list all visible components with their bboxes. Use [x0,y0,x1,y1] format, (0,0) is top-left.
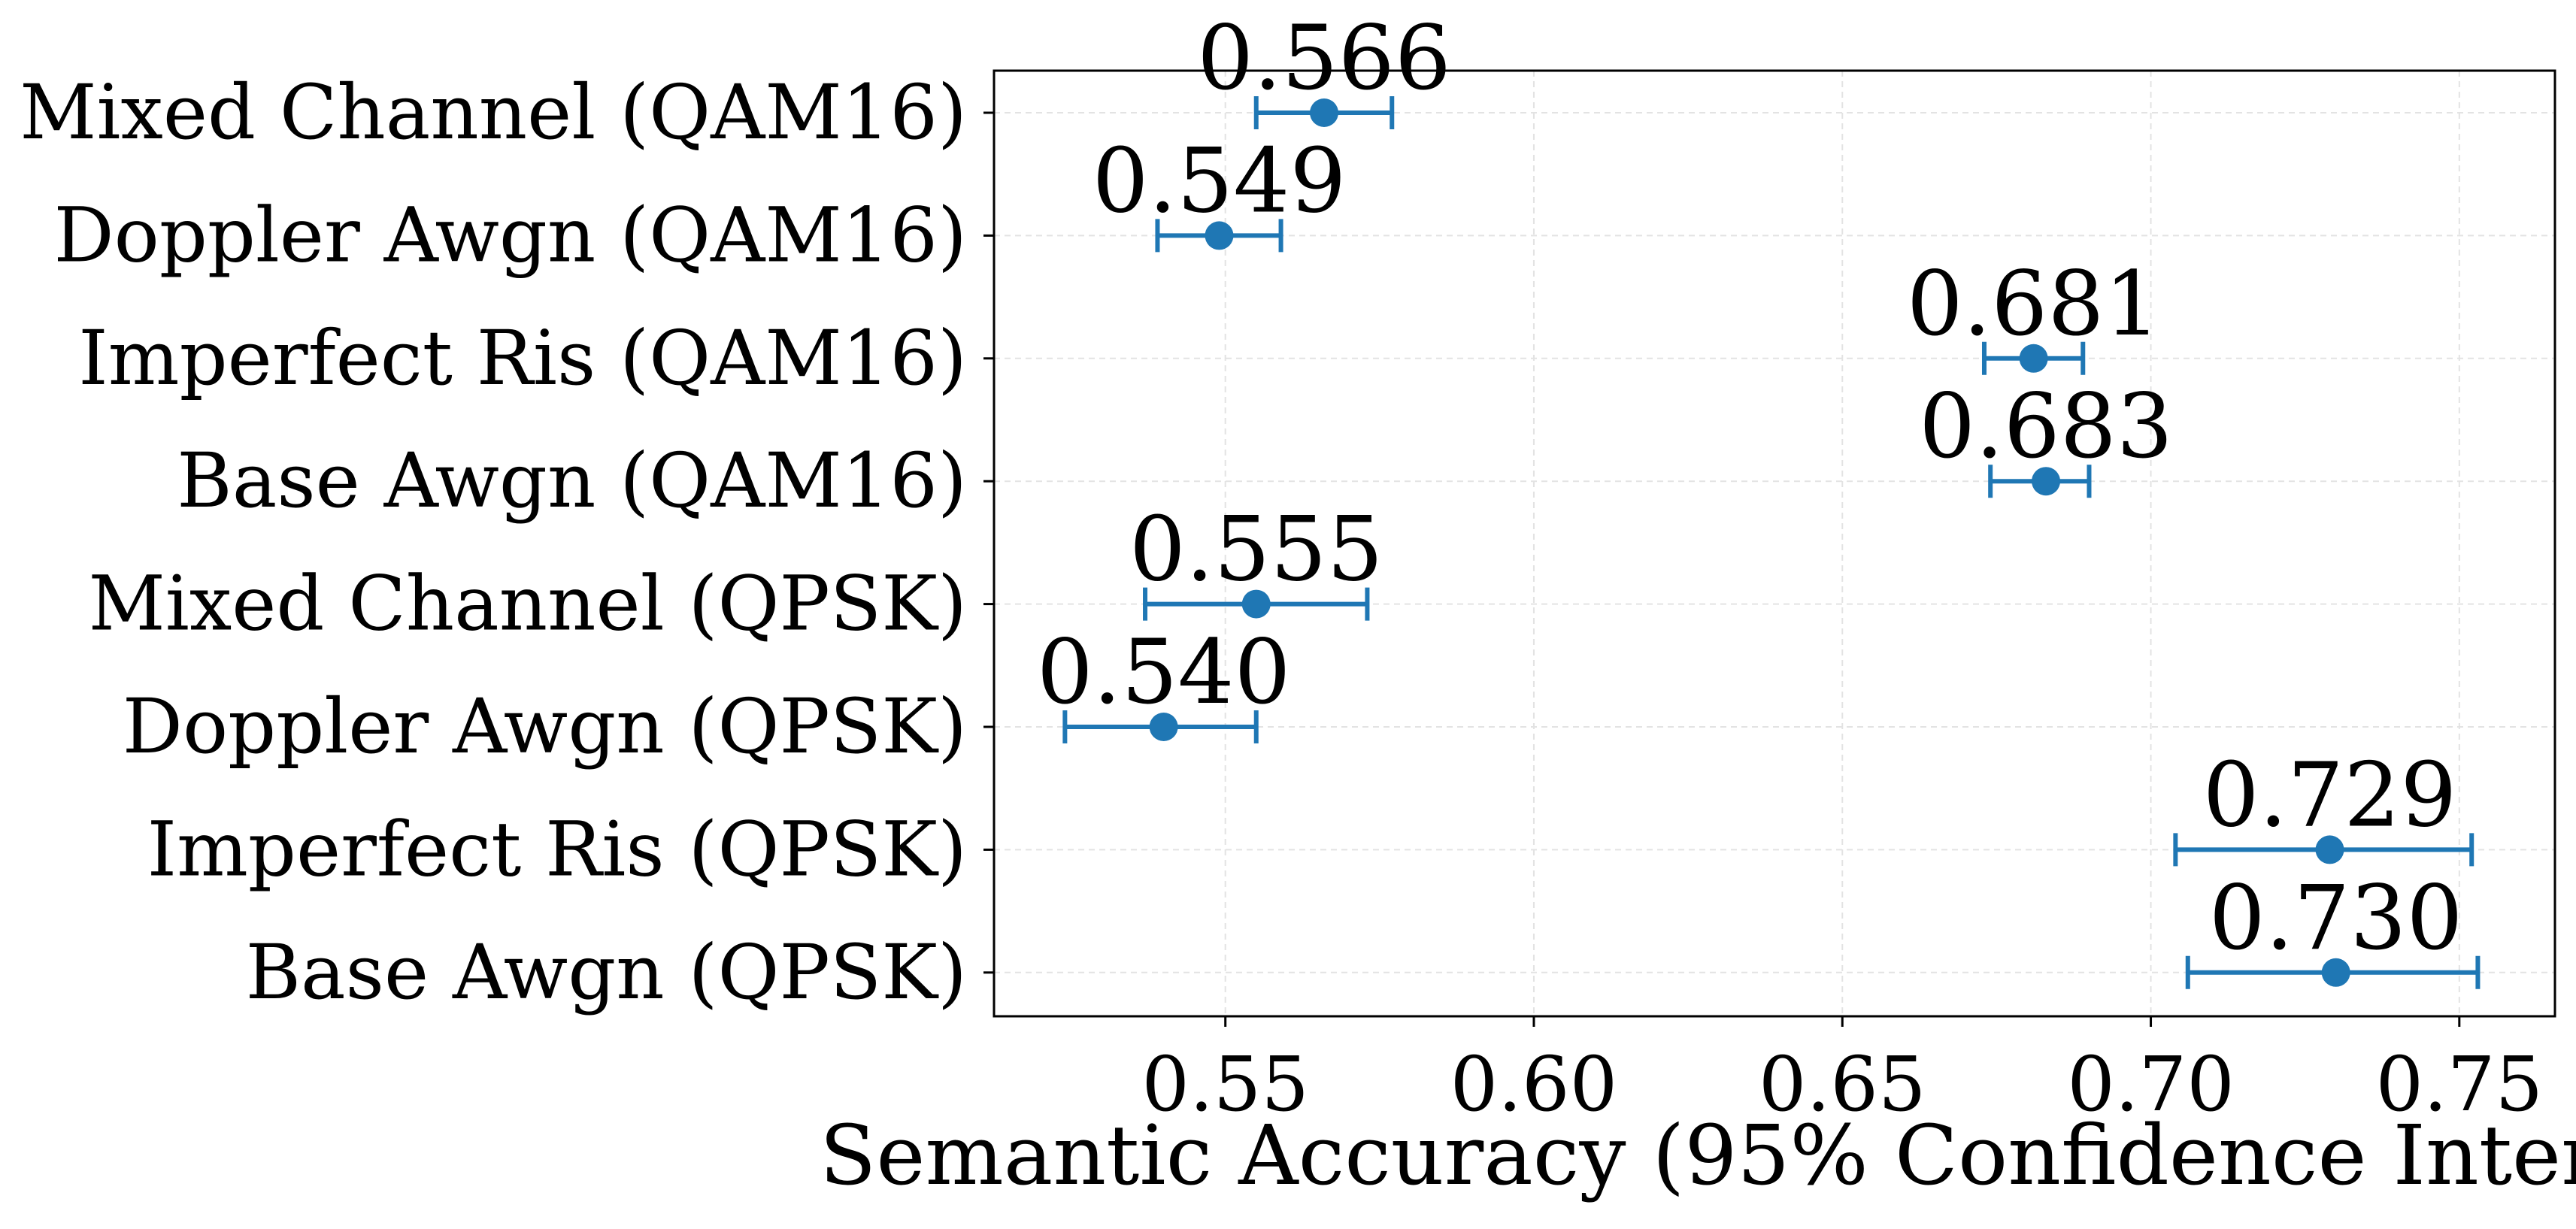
y-tick-label: Mixed Channel (QAM16) [20,68,967,156]
y-tick-label: Base Awgn (QAM16) [177,437,967,525]
data-label: 0.555 [1129,498,1383,601]
data-label: 0.549 [1093,129,1347,232]
axes: 0.55 0.60 0.65 0.70 0.75 Mixed Channel (QAM16… [20,68,2543,1128]
x-tick-label: 0.65 [1759,1040,1926,1128]
y-tick-label: Doppler Awgn (QPSK) [123,683,967,770]
y-tick-label: Mixed Channel (QPSK) [88,560,967,648]
y-tick-label: Imperfect Ris (QPSK) [147,805,967,893]
x-tick-label: 0.55 [1141,1040,1309,1128]
data-marks: 0.566 0.549 0.681 0.683 0.555 0.540 0.729 0.730 [1037,6,2481,989]
data-point [2315,835,2344,864]
data-point [2032,467,2061,496]
data-label: 0.730 [2209,866,2463,970]
data-point [2019,344,2048,373]
y-tick-label: Base Awgn (QPSK) [246,928,967,1016]
x-tick-label: 0.75 [2375,1040,2543,1128]
data-label: 0.729 [2203,743,2457,846]
y-tick-label: Doppler Awgn (QAM16) [53,191,967,279]
data-point [1309,98,1338,127]
data-point [2321,958,2350,987]
data-point [1149,713,1178,741]
plot-frame [993,69,2556,1018]
data-label: 0.540 [1037,620,1291,724]
data-label: 0.683 [1919,374,2173,478]
data-label: 0.566 [1197,6,1451,110]
data-label: 0.681 [1907,252,2161,356]
x-axis-label: Semantic Accuracy (95% Confidence Inter [820,1107,2576,1203]
data-point [1241,589,1271,619]
y-tick-label: Imperfect Ris (QAM16) [78,314,967,402]
data-point [1205,221,1234,250]
x-tick-label: 0.60 [1450,1040,1618,1128]
x-tick-label: 0.70 [2067,1040,2235,1128]
